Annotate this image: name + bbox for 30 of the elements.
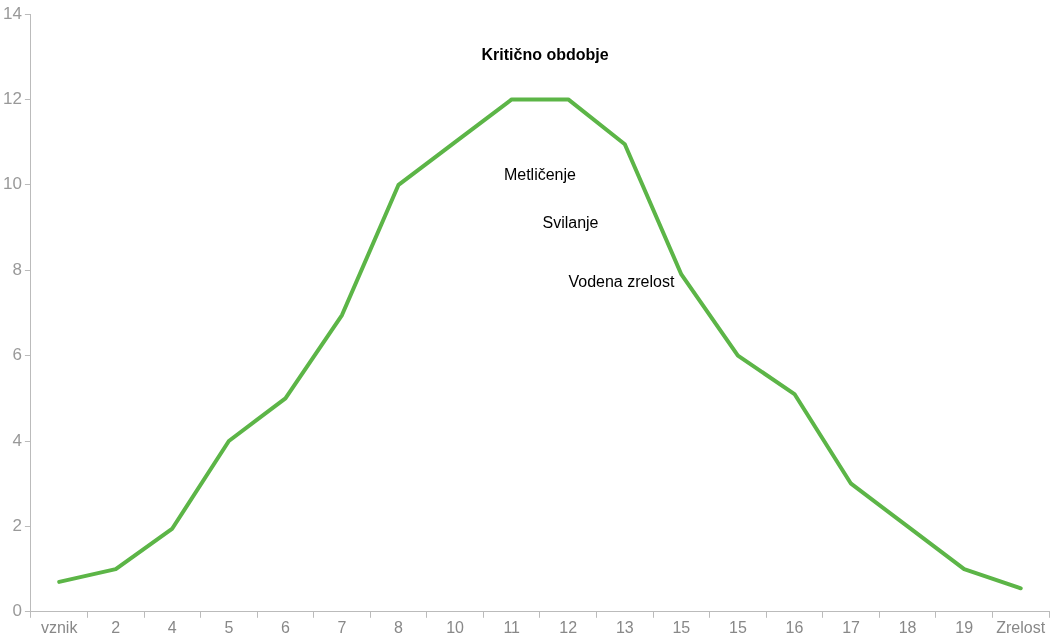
x-tick-label: 13	[615, 618, 634, 636]
annotation: Kritično obdobje	[481, 46, 609, 64]
x-tick-label: 8	[394, 618, 404, 636]
x-tick-label: 15	[672, 618, 691, 636]
x-tick-label: 5	[224, 618, 234, 636]
x-tick-label: 6	[280, 618, 290, 636]
x-tick-label: Zrelost	[996, 618, 1046, 636]
y-tick-label: 0	[12, 601, 22, 621]
x-tick-label: 7	[337, 618, 347, 636]
x-tick-label: 4	[167, 618, 177, 636]
x-tick-label: 19	[955, 618, 974, 636]
x-tick-label: 16	[785, 618, 804, 636]
x-tick-label: vznik	[40, 618, 79, 636]
x-tick-label: 18	[898, 618, 917, 636]
y-tick-label: 4	[12, 430, 22, 450]
y-tick-label: 6	[12, 345, 22, 365]
y-tick-label: 10	[2, 174, 22, 194]
annotation: Vodena zrelost	[568, 273, 675, 291]
y-tick-label: 2	[12, 516, 22, 536]
annotation: Svilanje	[542, 213, 599, 231]
x-tick-label: 17	[842, 618, 861, 636]
x-tick-label: 10	[446, 618, 465, 636]
x-tick-label: 2	[111, 618, 121, 636]
y-tick-label: 14	[2, 3, 22, 23]
x-tick-label: 15	[729, 618, 747, 636]
annotation: Metličenje	[503, 165, 577, 183]
y-tick-label: 8	[12, 259, 22, 279]
x-tick-label: 12	[559, 618, 578, 636]
x-tick-label: 11	[503, 618, 521, 636]
y-tick-label: 12	[2, 89, 22, 109]
